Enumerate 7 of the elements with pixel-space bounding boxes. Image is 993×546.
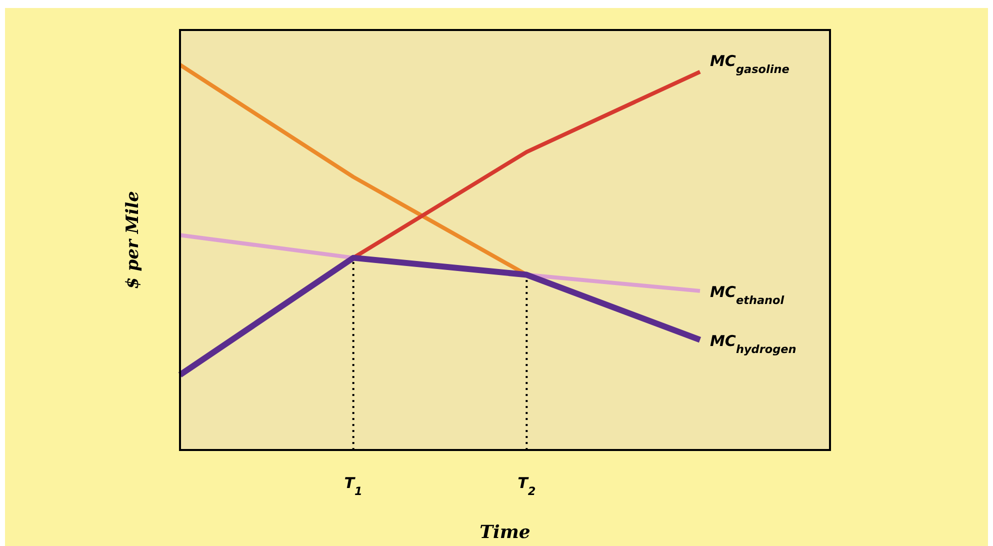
series-label: MC$_{ethanol}$ [710, 282, 784, 306]
series-label: MC$_{hydrogen}$ [710, 332, 796, 356]
series-label: MC$_{gasoline}$ [710, 52, 790, 76]
x-tick-label: T$_{1}$ [344, 474, 362, 498]
x-tick-label: T$_{2}$ [518, 474, 536, 498]
x-axis-title: Time [480, 522, 530, 543]
y-axis-title: $ per Mile [123, 190, 143, 289]
